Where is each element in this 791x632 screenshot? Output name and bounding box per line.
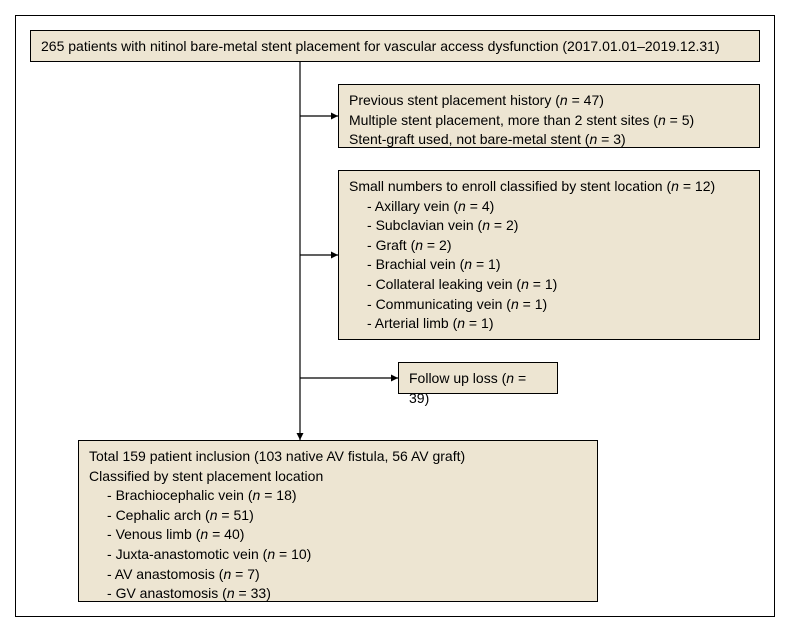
- excl2-item: - Axillary vein (n = 4): [367, 197, 749, 217]
- excl1-line: Stent-graft used, not bare-metal stent (…: [349, 130, 749, 150]
- box-top-text: 265 patients with nitinol bare-metal ste…: [41, 38, 720, 54]
- final-item: - GV anastomosis (n = 33): [107, 584, 587, 604]
- box-excl1: Previous stent placement history (n = 47…: [338, 84, 760, 148]
- excl1-line: Previous stent placement history (n = 47…: [349, 91, 749, 111]
- box-final: Total 159 patient inclusion (103 native …: [78, 440, 598, 602]
- final-item: - Juxta-anastomotic vein (n = 10): [107, 545, 587, 565]
- final-header1: Total 159 patient inclusion (103 native …: [89, 447, 587, 467]
- final-list: - Brachiocephalic vein (n = 18) - Cephal…: [89, 486, 587, 604]
- final-header2: Classified by stent placement location: [89, 467, 587, 487]
- final-item: - Brachiocephalic vein (n = 18): [107, 486, 587, 506]
- excl2-item: - Arterial limb (n = 1): [367, 314, 749, 334]
- box-excl2: Small numbers to enroll classified by st…: [338, 170, 760, 340]
- excl2-item: - Collateral leaking vein (n = 1): [367, 275, 749, 295]
- excl2-item: - Subclavian vein (n = 2): [367, 216, 749, 236]
- excl2-item: - Graft (n = 2): [367, 236, 749, 256]
- box-excl3: Follow up loss (n = 39): [398, 362, 558, 394]
- flowchart-container: 265 patients with nitinol bare-metal ste…: [0, 0, 791, 632]
- excl2-item: - Communicating vein (n = 1): [367, 295, 749, 315]
- excl2-item: - Brachial vein (n = 1): [367, 255, 749, 275]
- final-item: - Cephalic arch (n = 51): [107, 506, 587, 526]
- excl1-line: Multiple stent placement, more than 2 st…: [349, 111, 749, 131]
- final-item: - AV anastomosis (n = 7): [107, 565, 587, 585]
- excl2-list: - Axillary vein (n = 4) - Subclavian vei…: [349, 197, 749, 334]
- excl2-header: Small numbers to enroll classified by st…: [349, 177, 749, 197]
- box-top: 265 patients with nitinol bare-metal ste…: [30, 30, 760, 62]
- final-item: - Venous limb (n = 40): [107, 525, 587, 545]
